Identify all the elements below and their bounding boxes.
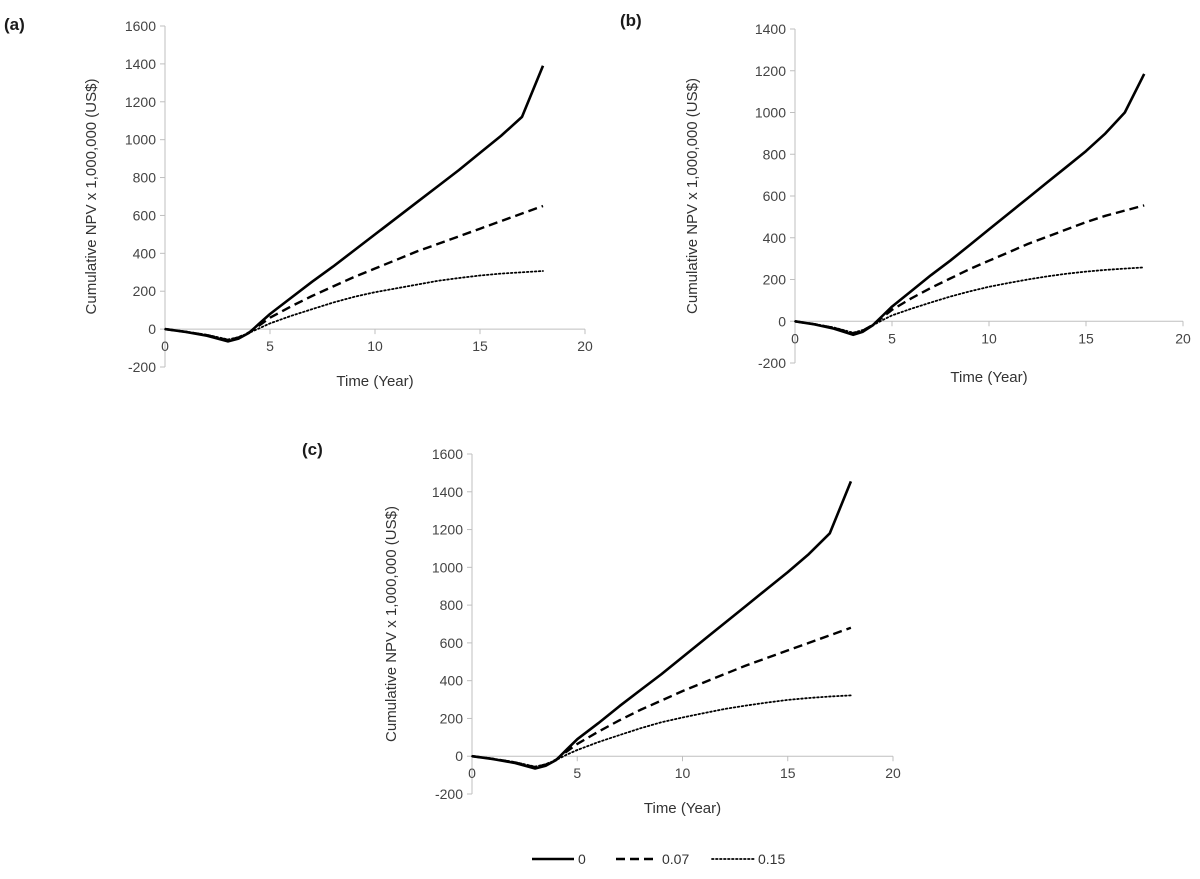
- chart-panel-2: (c) -200 0 200 400 600 800 1000 1200 1400 1600 0 5 10…: [302, 440, 901, 817]
- chart-panel-0: (a) -200 0 200 400 600 800 1000 1200 1400 1600 0 5 10…: [4, 15, 593, 390]
- y-tick-label: -200: [758, 355, 786, 371]
- legend: 0 0.07 0.15: [532, 851, 785, 867]
- panel-label: (a): [4, 15, 25, 34]
- x-tick-label: 20: [885, 765, 901, 781]
- x-tick-label: 20: [1175, 330, 1191, 346]
- y-tick-label: 1000: [432, 559, 463, 575]
- y-tick-label: 600: [763, 188, 787, 204]
- x-tick-label: 20: [577, 338, 593, 354]
- series-line-0.15: [794, 266, 1146, 334]
- series-line-0.07: [471, 626, 852, 769]
- y-tick-label: 200: [440, 710, 464, 726]
- legend-label-0: 0: [578, 851, 586, 867]
- x-axis-title: Time (Year): [950, 369, 1027, 386]
- x-tick-label: 15: [1078, 330, 1094, 346]
- x-axis-title: Time (Year): [336, 373, 413, 390]
- y-tick-label: 800: [763, 146, 787, 162]
- y-tick-label: 1400: [755, 21, 786, 37]
- x-tick-label: 0: [161, 338, 169, 354]
- legend-label-0.07: 0.07: [662, 851, 689, 867]
- y-tick-label: 1200: [432, 522, 463, 538]
- x-tick-label: 10: [367, 338, 383, 354]
- x-tick-label: 5: [266, 338, 274, 354]
- y-axis-title: Cumulative NPV x 1,000,000 (US$): [383, 506, 400, 742]
- x-tick-label: 0: [468, 765, 476, 781]
- series-line-0: [471, 480, 853, 770]
- series-line-0.07: [164, 204, 544, 342]
- y-tick-label: 600: [133, 207, 157, 223]
- panel-label: (b): [620, 11, 642, 30]
- y-tick-label: 600: [440, 635, 464, 651]
- x-tick-label: 5: [888, 330, 896, 346]
- y-tick-label: 1000: [125, 132, 156, 148]
- panel-label: (c): [302, 440, 323, 459]
- legend-label-0.15: 0.15: [758, 851, 785, 867]
- x-axis-title: Time (Year): [644, 800, 721, 817]
- y-tick-label: 1600: [125, 18, 156, 34]
- y-tick-label: 0: [455, 748, 463, 764]
- y-tick-label: 200: [763, 272, 787, 288]
- y-tick-label: 1400: [432, 484, 463, 500]
- series-line-0: [794, 73, 1146, 337]
- y-tick-label: -200: [128, 359, 156, 375]
- series-line-0.07: [794, 204, 1145, 335]
- y-tick-label: 1600: [432, 446, 463, 462]
- y-tick-label: 800: [440, 597, 464, 613]
- x-tick-label: 5: [573, 765, 581, 781]
- x-tick-label: 15: [472, 338, 488, 354]
- y-tick-label: 1200: [125, 94, 156, 110]
- x-tick-label: 10: [981, 330, 997, 346]
- y-tick-label: 400: [440, 673, 464, 689]
- y-tick-label: 0: [148, 321, 156, 337]
- x-tick-label: 15: [780, 765, 796, 781]
- y-tick-label: 400: [133, 245, 157, 261]
- y-tick-label: 800: [133, 170, 157, 186]
- y-tick-label: -200: [435, 786, 463, 802]
- y-tick-label: 200: [133, 283, 157, 299]
- y-tick-label: 1000: [755, 105, 786, 121]
- y-tick-label: 1200: [755, 63, 786, 79]
- y-tick-label: 1400: [125, 56, 156, 72]
- y-tick-label: 400: [763, 230, 787, 246]
- x-tick-label: 10: [675, 765, 691, 781]
- series-line-0: [164, 65, 545, 343]
- y-axis-title: Cumulative NPV x 1,000,000 (US$): [83, 79, 100, 315]
- y-tick-label: 0: [778, 313, 786, 329]
- chart-panel-1: (b) -200 0 200 400 600 800 1000 1200 1400 0 5 10 15 20…: [620, 11, 1191, 386]
- x-tick-label: 0: [791, 330, 799, 346]
- series-line-0.15: [164, 270, 544, 341]
- series-line-0.15: [471, 694, 852, 768]
- y-axis-title: Cumulative NPV x 1,000,000 (US$): [684, 78, 701, 314]
